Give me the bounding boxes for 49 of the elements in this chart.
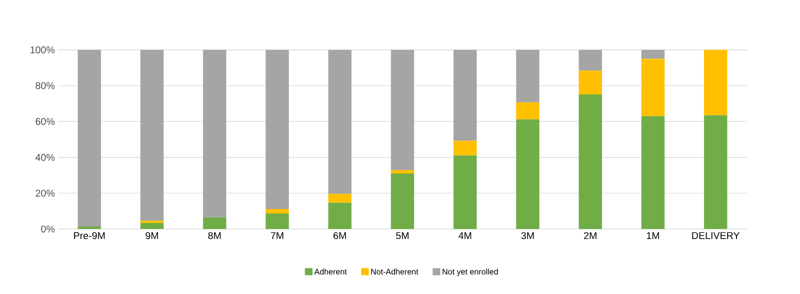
bar (328, 50, 352, 194)
bar (641, 50, 665, 60)
x-tick-label: 4M (458, 232, 472, 240)
bar (516, 102, 540, 120)
bar (578, 94, 602, 230)
bar (266, 209, 289, 214)
bar (140, 50, 164, 222)
x-tick-label: 3M (521, 232, 534, 240)
x-tick-label: 2M (584, 232, 596, 240)
x-tick-label: 1M (646, 232, 659, 240)
bar (516, 50, 540, 103)
y-tick-label: 100% (30, 46, 55, 54)
bar (578, 70, 602, 95)
bar (390, 170, 414, 174)
x-tick-label: 6M (334, 232, 346, 240)
bar (328, 194, 352, 203)
x-tick-label: 9M (146, 232, 158, 240)
bar (78, 50, 101, 227)
bar (203, 218, 226, 230)
x-tick-label: DELIVERY (692, 232, 740, 240)
bar (578, 50, 602, 71)
bar (704, 50, 728, 116)
x-tick-label: 5M (396, 232, 409, 240)
bar (704, 115, 728, 230)
bar (454, 140, 477, 156)
y-tick-label: 20% (36, 190, 55, 197)
legend-label: Adherent (314, 268, 347, 275)
bar (390, 50, 414, 170)
y-tick-label: 40% (35, 154, 55, 162)
x-tick-label: 8M (208, 232, 221, 240)
y-tick-label: 60% (36, 118, 55, 126)
bar (390, 174, 414, 230)
legend-label: Not-Adherent (371, 268, 418, 275)
legend-label: Not yet enrolled (442, 268, 498, 276)
bar (78, 226, 101, 230)
bar (641, 59, 665, 116)
bar (140, 223, 164, 230)
bar (454, 156, 477, 230)
x-tick-label: Pre-9M (74, 232, 105, 240)
bar (641, 116, 665, 230)
bar (203, 50, 226, 218)
x-tick-label: 7M (270, 232, 284, 240)
bar (266, 214, 289, 230)
y-tick-label: 80% (36, 82, 55, 90)
y-tick-label: 0% (41, 226, 55, 233)
bar (266, 50, 289, 210)
bar (516, 120, 540, 230)
bar (454, 50, 477, 141)
bar (328, 202, 352, 230)
